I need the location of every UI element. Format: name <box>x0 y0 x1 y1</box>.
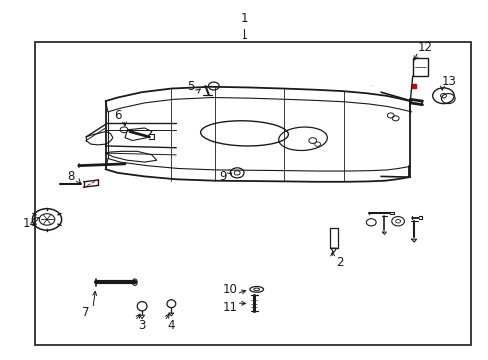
Text: 11: 11 <box>222 301 237 314</box>
Text: 1: 1 <box>240 12 248 25</box>
Text: 14: 14 <box>22 216 38 230</box>
Bar <box>35 42 470 345</box>
Text: 5: 5 <box>187 80 194 93</box>
Text: 8: 8 <box>67 170 75 183</box>
Text: 4: 4 <box>167 319 175 332</box>
Text: 12: 12 <box>417 41 431 54</box>
Text: 9: 9 <box>218 170 226 183</box>
Bar <box>412 58 427 76</box>
Text: 13: 13 <box>441 75 456 88</box>
Text: 2: 2 <box>335 256 343 269</box>
Text: 7: 7 <box>82 306 90 319</box>
Text: 10: 10 <box>222 283 237 296</box>
Text: 6: 6 <box>114 109 121 122</box>
Text: 3: 3 <box>138 319 145 332</box>
